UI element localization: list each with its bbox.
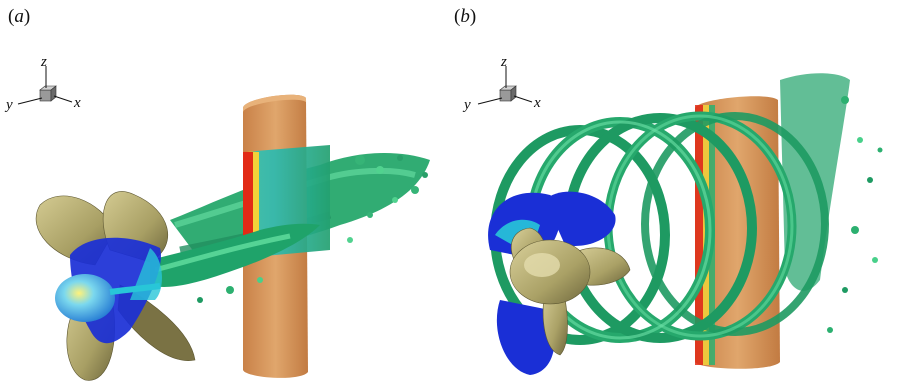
panel-b: (b) z y x [450,0,900,391]
panel-label-b: (b) [454,6,477,27]
axis-z-label: z [40,54,47,70]
hub-icon [55,274,115,322]
axis-x-label: x [73,95,81,111]
axis-z-label: z [500,54,507,70]
axis-x-label: x [533,95,541,111]
vortex-front [150,223,320,303]
propeller [488,191,631,375]
figure-a: z y x [4,54,430,381]
axis-triad-icon: z y x [4,54,81,113]
axis-y-label: y [4,97,13,113]
panel-a: (a) [4,6,430,381]
propeller [35,191,196,381]
panel-label-a: (a) [8,6,31,27]
far-wake [780,73,883,333]
axis-triad-icon: z y x [462,54,541,113]
axis-y-label: y [462,97,471,113]
figure-b: z y x [462,54,883,375]
